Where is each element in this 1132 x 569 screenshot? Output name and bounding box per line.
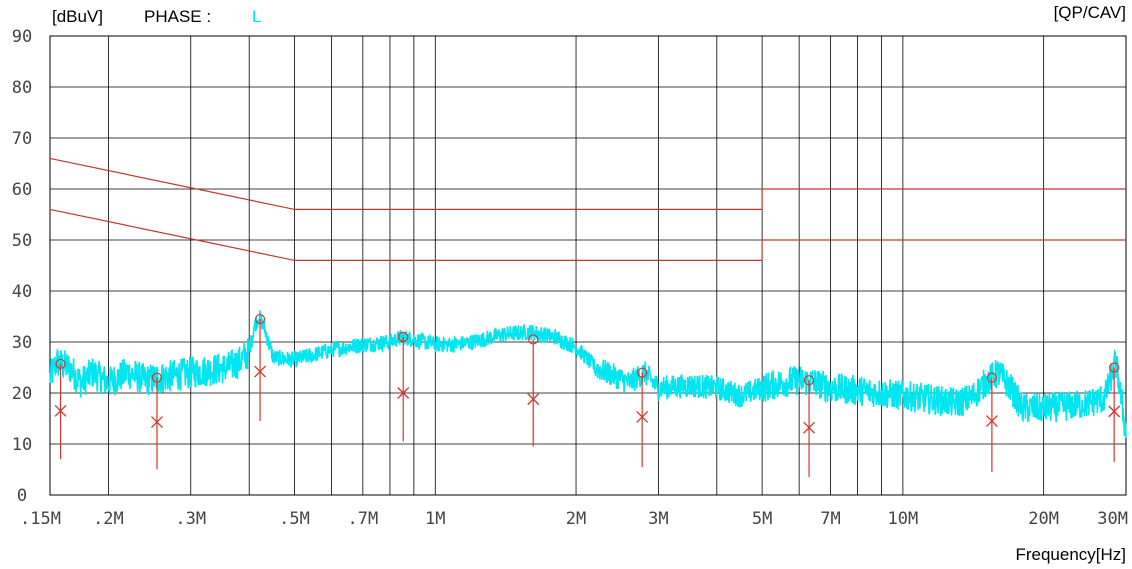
qp-marker [398,331,409,342]
cav-marker-stroke [527,393,540,406]
measurement-trace [49,310,1127,438]
x-tick-label: .15M [20,509,61,529]
x-tick-label: .7M [347,509,378,529]
y-tick-label: 90 [12,27,32,47]
y-tick-label: 80 [12,78,32,98]
y-tick-label: 0 [17,486,27,506]
phase-value: L [252,7,261,26]
detector-label: [QP/CAV] [1054,3,1126,22]
qp-marker [254,313,266,325]
cav-marker [54,404,67,417]
cav-marker-stroke [397,387,410,399]
qp-marker [1109,362,1120,373]
grid [49,35,1127,496]
cav-marker-stroke [803,421,816,434]
y-tick-label: 50 [12,231,32,251]
x-tick-label: 7M [820,509,840,529]
cav-marker [1108,405,1121,418]
cav-marker-stroke [985,415,998,428]
x-tick-label: 1M [425,509,445,529]
x-tick-label: 5M [752,509,772,529]
x-axis-label: Frequency[Hz] [1015,545,1126,564]
y-tick-label: 10 [12,435,32,455]
plot-frame [49,35,1127,496]
limit-lines [49,157,1126,261]
y-tick-label: 30 [12,333,32,353]
x-tick-label: 3M [648,509,668,529]
cav-marker-stroke [254,365,267,378]
y-tick-label: 70 [12,129,32,149]
limit-line [49,157,1126,210]
qp-marker [803,375,815,386]
unit-label: [dBuV] [52,7,103,26]
cav-marker [803,421,816,434]
phase-label: PHASE : [144,7,211,26]
x-tick-label: 10M [888,509,919,529]
cav-marker [151,416,163,429]
cav-marker-stroke [1108,405,1121,418]
qp-marker [637,367,648,378]
markers [54,313,1121,478]
cav-marker-stroke [54,404,67,417]
cav-marker [527,393,540,406]
x-tick-label: .3M [175,509,206,529]
x-tick-label: .5M [279,509,310,529]
x-tick-labels: .15M .2M .3M .5M .7M 1M 2M 3M 5M 7M 10M 20M 30M [20,509,1128,529]
y-tick-labels: 0 10 20 30 40 50 60 70 80 90 [12,27,32,506]
plot-area [50,36,1126,495]
cav-marker-stroke [151,416,163,429]
qp-marker [55,358,66,370]
y-tick-label: 40 [12,282,32,302]
cav-marker [636,411,649,423]
cav-marker [985,415,998,428]
cav-marker [254,365,267,378]
limit-line [49,208,1126,261]
x-tick-label: 2M [566,509,586,529]
qp-marker [528,334,539,345]
y-tick-label: 20 [12,384,32,404]
x-tick-label: .2M [93,509,124,529]
cav-marker-stroke [636,411,649,423]
y-tick-label: 60 [12,180,32,200]
x-tick-label: 30M [1097,509,1128,529]
qp-marker [986,372,997,383]
x-tick-label: 20M [1028,509,1059,529]
qp-marker [151,372,163,383]
cav-marker [397,387,410,399]
